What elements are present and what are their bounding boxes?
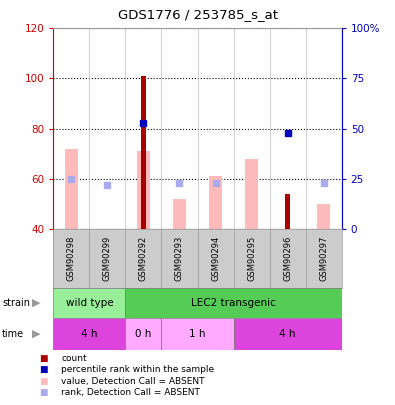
Text: ▶: ▶ (32, 329, 41, 339)
Text: strain: strain (2, 298, 30, 308)
Text: GSM90299: GSM90299 (103, 236, 112, 281)
Bar (126, 318, 162, 350)
Text: 4 h: 4 h (81, 329, 98, 339)
Bar (65, 149, 78, 229)
Text: 4 h: 4 h (279, 329, 296, 339)
Text: GSM90296: GSM90296 (283, 236, 292, 281)
Text: GSM90294: GSM90294 (211, 236, 220, 281)
Text: percentile rank within the sample: percentile rank within the sample (61, 365, 214, 374)
Text: 0 h: 0 h (135, 329, 152, 339)
Text: 1 h: 1 h (189, 329, 206, 339)
Bar (173, 199, 186, 229)
Text: GSM90297: GSM90297 (319, 236, 328, 281)
Bar (317, 204, 330, 229)
Text: time: time (2, 329, 24, 339)
Bar (53, 318, 126, 350)
Text: GDS1776 / 253785_s_at: GDS1776 / 253785_s_at (117, 8, 278, 21)
Bar (141, 76, 146, 229)
Text: ■: ■ (40, 377, 48, 386)
Bar (245, 159, 258, 229)
Text: ■: ■ (40, 354, 48, 363)
Bar (137, 151, 150, 229)
Bar (162, 318, 233, 350)
Text: ▶: ▶ (32, 298, 41, 308)
Text: GSM90293: GSM90293 (175, 236, 184, 281)
Bar (53, 288, 126, 318)
Text: GSM90298: GSM90298 (67, 236, 76, 281)
Text: GSM90295: GSM90295 (247, 236, 256, 281)
Text: value, Detection Call = ABSENT: value, Detection Call = ABSENT (61, 377, 205, 386)
Text: ■: ■ (40, 388, 48, 397)
Text: GSM90292: GSM90292 (139, 236, 148, 281)
Text: rank, Detection Call = ABSENT: rank, Detection Call = ABSENT (61, 388, 200, 397)
Bar (233, 318, 342, 350)
Text: LEC2 transgenic: LEC2 transgenic (191, 298, 276, 308)
Text: ■: ■ (40, 365, 48, 374)
Bar (285, 194, 290, 229)
Text: wild type: wild type (66, 298, 113, 308)
Bar (126, 288, 342, 318)
Text: count: count (61, 354, 87, 363)
Bar (209, 176, 222, 229)
